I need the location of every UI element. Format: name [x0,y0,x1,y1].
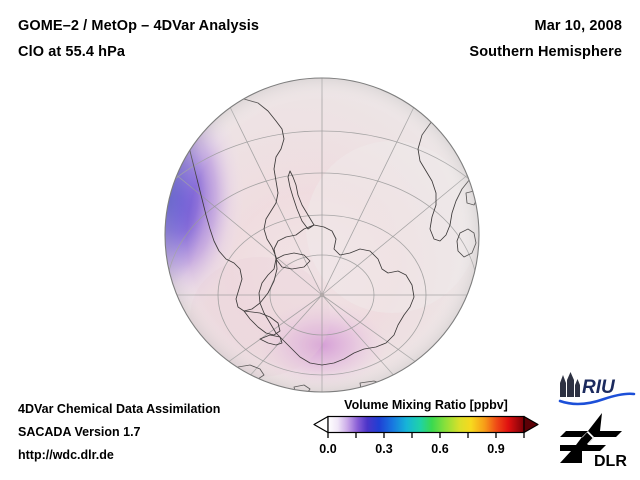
riu-logo-mark: RIU [558,372,636,406]
colorbar-over-arrow [523,415,539,434]
limb-shading [165,78,479,392]
dlr-chevron-icon [560,413,622,463]
riu-towers-icon [560,372,580,397]
colorbar-ramp [328,416,524,433]
footer-line-version: SACADA Version 1.7 [18,425,141,439]
page-subtitle: ClO at 55.4 hPa [18,44,126,60]
colorbar-tick-label: 0.3 [375,442,393,456]
globe-map [164,77,480,393]
orthographic-projection [164,77,480,393]
colorbar-under-arrow [313,415,329,434]
date-label: Mar 10, 2008 [534,18,622,34]
riu-logo: RIU [556,371,636,407]
colorbar-ticks [327,432,525,438]
colorbar-tick-label: 0.9 [487,442,505,456]
footer-line-assimilation: 4DVar Chemical Data Assimilation [18,402,221,416]
colorbar-title: Volume Mixing Ratio [ppbv] [344,398,508,412]
colorbar: Volume Mixing Ratio [ppbv] 0.0 0.3 0.6 0.9 [312,398,540,470]
footer-link-wdc[interactable]: http://wdc.dlr.de [18,448,114,462]
globe-outline [164,77,480,393]
south-pole-marker [319,292,325,298]
hemisphere-label: Southern Hemisphere [469,44,622,60]
globe-contents [165,78,479,392]
page-title: GOME–2 / MetOp – 4DVar Analysis [18,18,260,34]
colorbar-tick-label: 0.6 [431,442,449,456]
dlr-logo: DLR [558,411,636,471]
dlr-wordmark: DLR [594,453,627,470]
riu-wordmark: RIU [582,377,616,398]
colorbar-gradient [313,415,539,438]
colorbar-tick-label: 0.0 [319,442,337,456]
dlr-logo-mark: DLR [560,413,627,470]
riu-swoosh-icon [558,392,636,406]
